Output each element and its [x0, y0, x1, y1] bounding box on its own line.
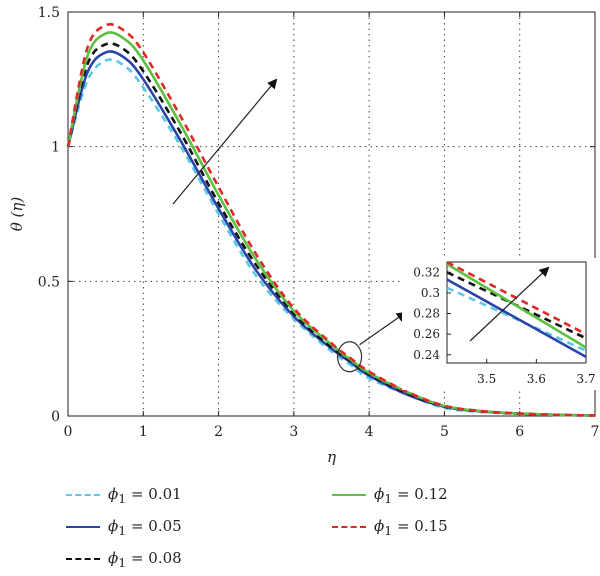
- x-tick-label: 6: [515, 424, 524, 440]
- legend-label: ϕ1 = 0.08: [108, 548, 182, 570]
- legend-label: ϕ1 = 0.15: [374, 516, 448, 538]
- legend-item: ϕ1 = 0.05: [66, 516, 182, 538]
- legend-item: ϕ1 = 0.01: [66, 484, 182, 506]
- legend: ϕ1 = 0.01 ϕ1 = 0.05 ϕ1 = 0.08 ϕ1 = 0.12 ϕ1 =…: [0, 478, 600, 576]
- y-tick-label: 0.5: [38, 274, 60, 290]
- plot-frame: [67, 11, 596, 417]
- y-tick-label: 1: [51, 140, 60, 156]
- y-tick-label: 0: [51, 409, 60, 425]
- legend-swatch: [332, 494, 366, 496]
- inset-x-tick-label: 3.6: [527, 372, 546, 386]
- increase-arrow: [172, 78, 278, 205]
- inset-series-line-4: [447, 262, 586, 349]
- trend-arrow: [172, 78, 407, 373]
- legend-swatch: [332, 526, 366, 528]
- inset-y-tick-label: 0.26: [413, 327, 440, 341]
- line-chart: 0 1 2 3 4 5 6 7 0 0.5 1 1.5 3.5 3.6 3.7 0.24 0.26 0.28 0.…: [8, 5, 600, 466]
- inset-y-tick-label: 0.28: [413, 307, 440, 321]
- x-axis-label: η: [327, 448, 336, 466]
- x-tick-label: 4: [365, 424, 374, 440]
- legend-swatch: [66, 558, 100, 560]
- legend-label: ϕ1 = 0.05: [108, 516, 182, 538]
- zoom-pointer-arrow: [359, 311, 407, 346]
- x-tick-label: 7: [591, 424, 600, 440]
- inset-y-tick-label: 0.24: [413, 348, 440, 362]
- inset-increase-arrow: [469, 266, 550, 342]
- legend-swatch: [66, 526, 100, 528]
- legend-swatch: [66, 494, 100, 496]
- series-lines: [66, 23, 596, 417]
- inset-y-tick-label: 0.32: [413, 265, 440, 279]
- legend-label: ϕ1 = 0.01: [108, 484, 182, 506]
- inset-zoom: 3.5 3.6 3.7 0.24 0.26 0.28 0.3 0.32: [402, 258, 598, 390]
- inset-x-tick-label: 3.5: [477, 372, 496, 386]
- y-tick-label: 1.5: [38, 5, 60, 21]
- legend-label: ϕ1 = 0.12: [374, 484, 448, 506]
- x-tick-label: 2: [214, 424, 223, 440]
- inset-series-line-2: [447, 278, 586, 358]
- x-tick-label: 5: [440, 424, 449, 440]
- zoom-circle: [336, 341, 363, 373]
- inset-y-tick-label: 0.3: [421, 286, 440, 300]
- x-tick-label: 1: [139, 424, 148, 440]
- y-axis-label: θ (η): [8, 197, 26, 232]
- legend-item: ϕ1 = 0.15: [332, 516, 448, 538]
- x-tick-label: 0: [64, 424, 73, 440]
- series-line-5: [66, 23, 596, 417]
- axes: 0 1 2 3 4 5 6 7 0 0.5 1 1.5: [38, 5, 600, 440]
- legend-item: ϕ1 = 0.12: [332, 484, 448, 506]
- inset-x-tick-label: 3.7: [576, 372, 595, 386]
- legend-item: ϕ1 = 0.08: [66, 548, 182, 570]
- x-tick-label: 3: [289, 424, 298, 440]
